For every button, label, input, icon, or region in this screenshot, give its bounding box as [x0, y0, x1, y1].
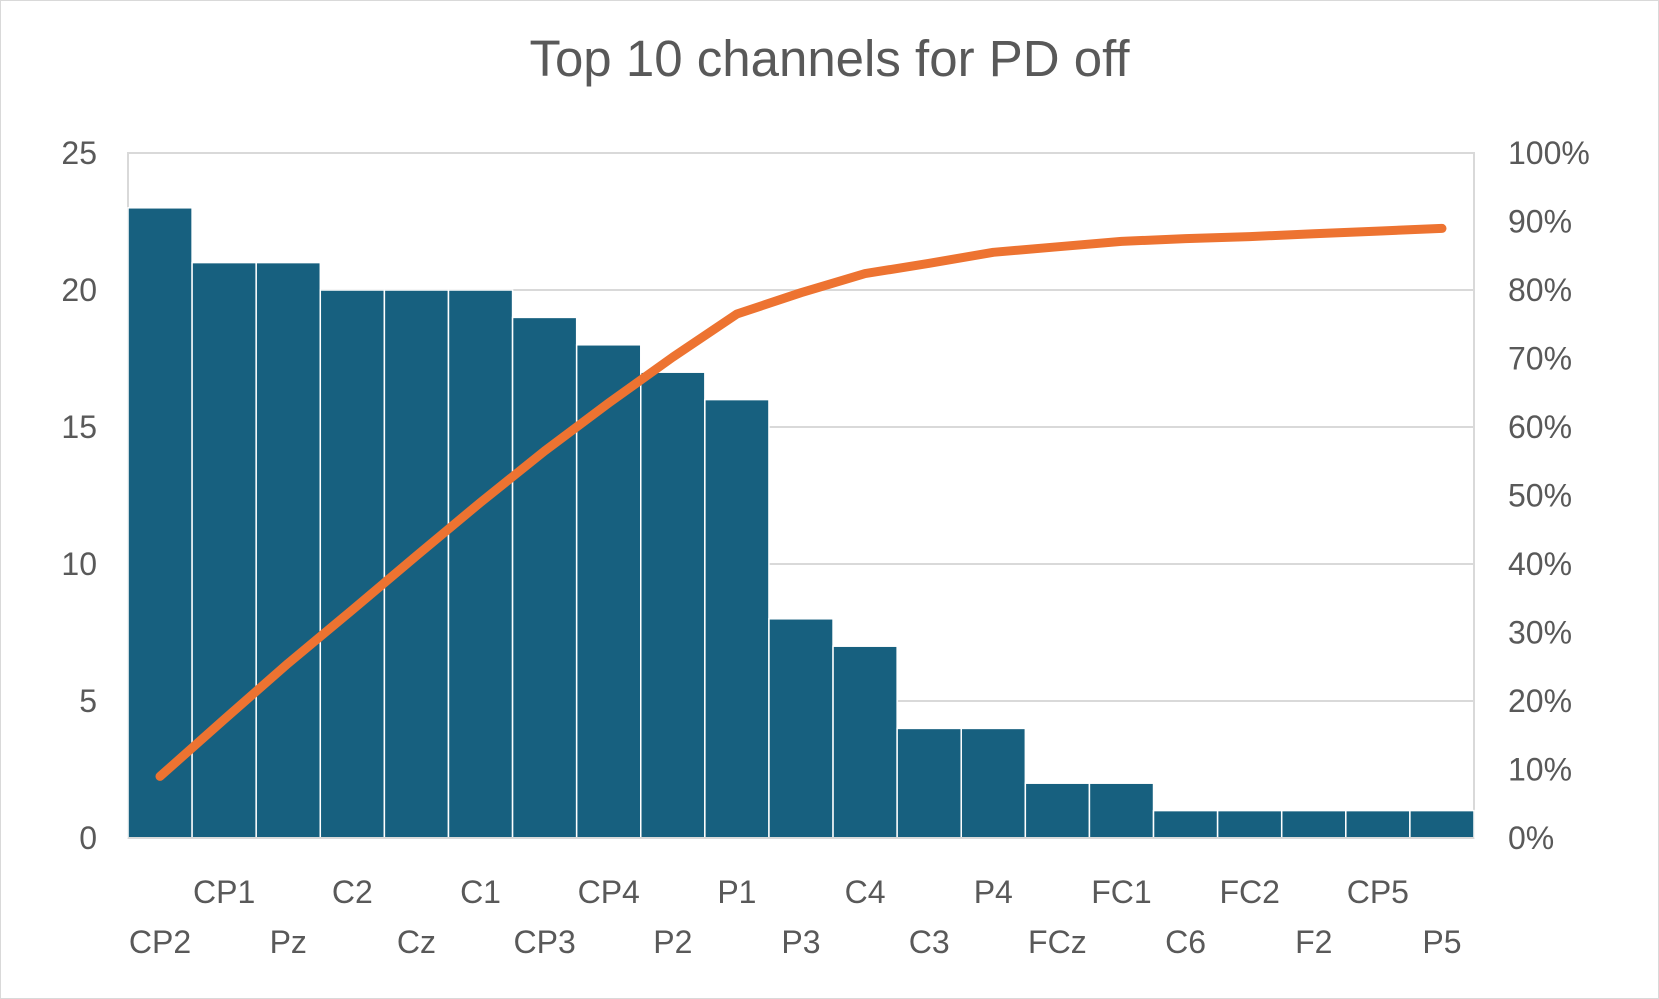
bar: [640, 371, 706, 839]
bar: [511, 316, 578, 839]
bar: [896, 727, 962, 839]
y-tick-label: 5: [79, 683, 97, 719]
x-tick-label: C1: [460, 874, 501, 910]
x-tick-label: C3: [909, 924, 950, 960]
bar: [1345, 809, 1411, 839]
bar: [319, 289, 386, 839]
y2-tick-label: 80%: [1508, 272, 1572, 308]
y-tick-label: 15: [61, 409, 97, 445]
x-tick-label: C6: [1165, 924, 1206, 960]
x-tick-label: C2: [332, 874, 373, 910]
bar: [1280, 809, 1347, 839]
bar: [768, 618, 834, 839]
bar: [1409, 809, 1475, 839]
x-tick-label: P5: [1422, 924, 1461, 960]
y2-tick-label: 20%: [1508, 683, 1572, 719]
x-tick-label: Cz: [397, 924, 436, 960]
x-tick-label: FC2: [1219, 874, 1279, 910]
y2-tick-label: 70%: [1508, 341, 1572, 377]
bar: [1024, 782, 1091, 839]
cumulative-line: [155, 223, 1447, 781]
bar: [255, 261, 322, 839]
y2-tick-label: 60%: [1508, 409, 1572, 445]
x-tick-label: P2: [653, 924, 692, 960]
y-tick-label: 20: [61, 272, 97, 308]
x-tick-label: P1: [717, 874, 756, 910]
y2-tick-label: 100%: [1508, 135, 1590, 171]
x-tick-label: CP2: [129, 924, 191, 960]
x-tick-label: CP3: [513, 924, 575, 960]
bar: [1088, 782, 1155, 839]
x-tick-label: Pz: [270, 924, 307, 960]
bar: [1152, 809, 1219, 839]
x-tick-label: CP4: [578, 874, 640, 910]
x-tick-label: FCz: [1028, 924, 1087, 960]
x-tick-label: C4: [845, 874, 886, 910]
bar: [704, 398, 770, 839]
x-tick-label: P3: [781, 924, 820, 960]
bar: [191, 261, 257, 839]
x-tick-label: FC1: [1091, 874, 1151, 910]
x-tick-label: CP1: [193, 874, 255, 910]
y-tick-label: 0: [79, 820, 97, 856]
y-tick-label: 25: [61, 135, 97, 171]
y2-tick-label: 30%: [1508, 615, 1572, 651]
y2-tick-label: 50%: [1508, 478, 1572, 514]
x-tick-label: F2: [1295, 924, 1332, 960]
y2-tick-label: 90%: [1508, 204, 1572, 240]
y2-tick-label: 40%: [1508, 546, 1572, 582]
x-tick-label: P4: [974, 874, 1013, 910]
y2-tick-label: 10%: [1508, 752, 1572, 788]
bar: [832, 645, 898, 839]
bar: [1216, 809, 1283, 839]
bar: [127, 207, 193, 839]
bar: [447, 289, 514, 839]
bar: [383, 289, 450, 839]
chart-title: Top 10 channels for PD off: [529, 30, 1130, 87]
y-tick-label: 10: [61, 546, 97, 582]
y2-tick-label: 0%: [1508, 820, 1554, 856]
bar: [960, 727, 1027, 839]
x-tick-label: CP5: [1347, 874, 1409, 910]
